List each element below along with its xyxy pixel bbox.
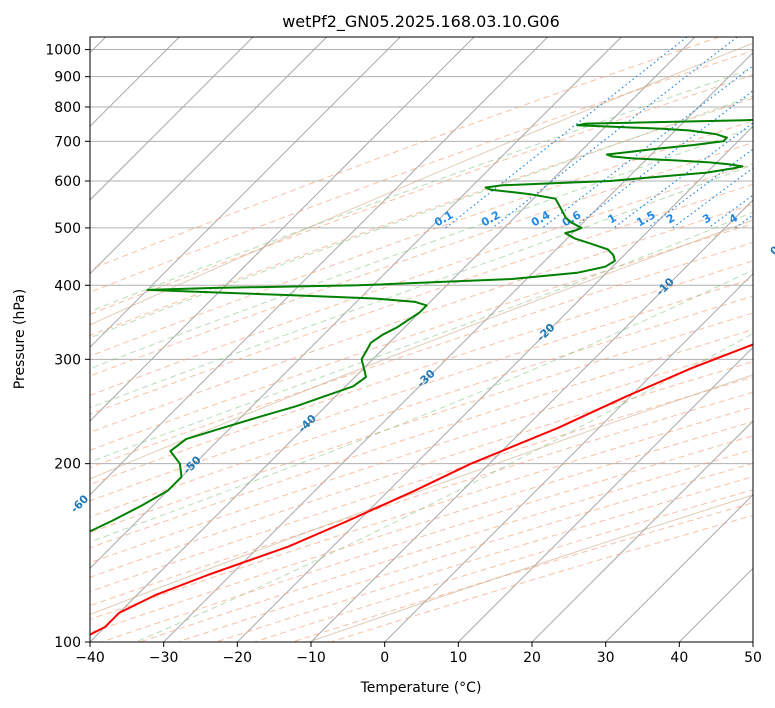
sounding-profiles [90,118,753,636]
x-tick-label: 10 [449,650,467,666]
y-tick-label: 600 [54,174,81,190]
chart-title: wetPf2_GN05.2025.168.03.10.G06 [282,12,560,32]
isotherm-gridline [310,199,753,642]
dry-adiabat [90,391,753,607]
dry-adiabat [90,74,753,315]
isotherm-gridline [90,37,475,422]
temperature-profile [90,343,753,636]
x-tick-label: 20 [523,650,541,666]
dry-adiabat [90,142,753,377]
plot-background [90,37,753,642]
axes: −40 −30 −20 −10 0 10 20 30 40 50 100 200 300 400 500 60… [45,43,762,666]
isotherm-gridline [457,346,753,642]
y-tick-label: 800 [54,100,81,116]
x-tick-label: 30 [597,650,615,666]
y-tick-label: 700 [54,134,81,150]
y-tick-label: 500 [54,221,81,237]
isotherm-gridline [752,641,753,642]
y-axis-label: Pressure (hPa) [12,289,28,389]
isotherm-gridline [384,272,753,642]
x-tick-label: −40 [75,650,105,666]
isotherm-gridline [90,37,696,642]
moist-adiabat [90,164,753,409]
moist-adiabat [135,333,753,642]
isotherm-label: -60 [68,492,91,515]
moist-adiabat [90,126,753,370]
x-tick-label: −20 [223,650,253,666]
dry-adiabat [90,312,753,534]
dry-adiabat [90,329,753,549]
isotherm-gridline [531,420,753,642]
plot-frame [89,36,754,643]
mixing-ratio-line [647,148,753,229]
isotherm-gridline [90,37,254,201]
background-arc [90,219,753,480]
mixing-ratio-line [572,89,753,229]
moist-adiabat [90,211,753,463]
dry-adiabat [90,50,753,293]
isotherm-gridline [90,37,328,275]
dry-adiabat [90,120,753,357]
dry-adiabat [90,163,753,396]
dewpoint-profile [90,118,753,533]
isotherm-gridline [605,493,753,642]
y-tick-label: 200 [54,457,81,473]
mixing-ratio-line [672,167,753,229]
background-arc [90,374,753,616]
dry-adiabat [90,183,753,415]
x-tick-label: 50 [744,650,762,666]
isotherm-gridline [90,37,401,349]
x-tick-label: −30 [149,650,179,666]
moist-adiabat [90,95,753,339]
dry-adiabat [90,278,753,502]
background-arc [90,42,753,326]
mixing-ratio-line [445,37,688,229]
x-tick-label: −10 [296,650,326,666]
background-lines [90,37,753,642]
y-tick-label: 100 [54,635,81,651]
x-axis-label: Temperature (°C) [360,680,482,696]
dry-adiabat [90,97,753,337]
isotherm-gridline [163,51,753,642]
isotherm-gridline [90,37,549,496]
dry-adiabat [90,260,753,485]
isotherm-gridline [236,125,753,642]
x-tick-label: 0 [380,650,389,666]
x-tick-label: 40 [670,650,688,666]
mixing-ratio-line [492,37,738,229]
y-tick-label: 1000 [45,43,81,59]
y-tick-label: 900 [54,70,81,86]
moist-adiabat [90,67,753,313]
dry-adiabat [90,223,753,451]
y-tick-label: 400 [54,278,81,294]
isotherm-label: 0 [768,243,775,258]
y-tick-label: 300 [54,352,81,368]
